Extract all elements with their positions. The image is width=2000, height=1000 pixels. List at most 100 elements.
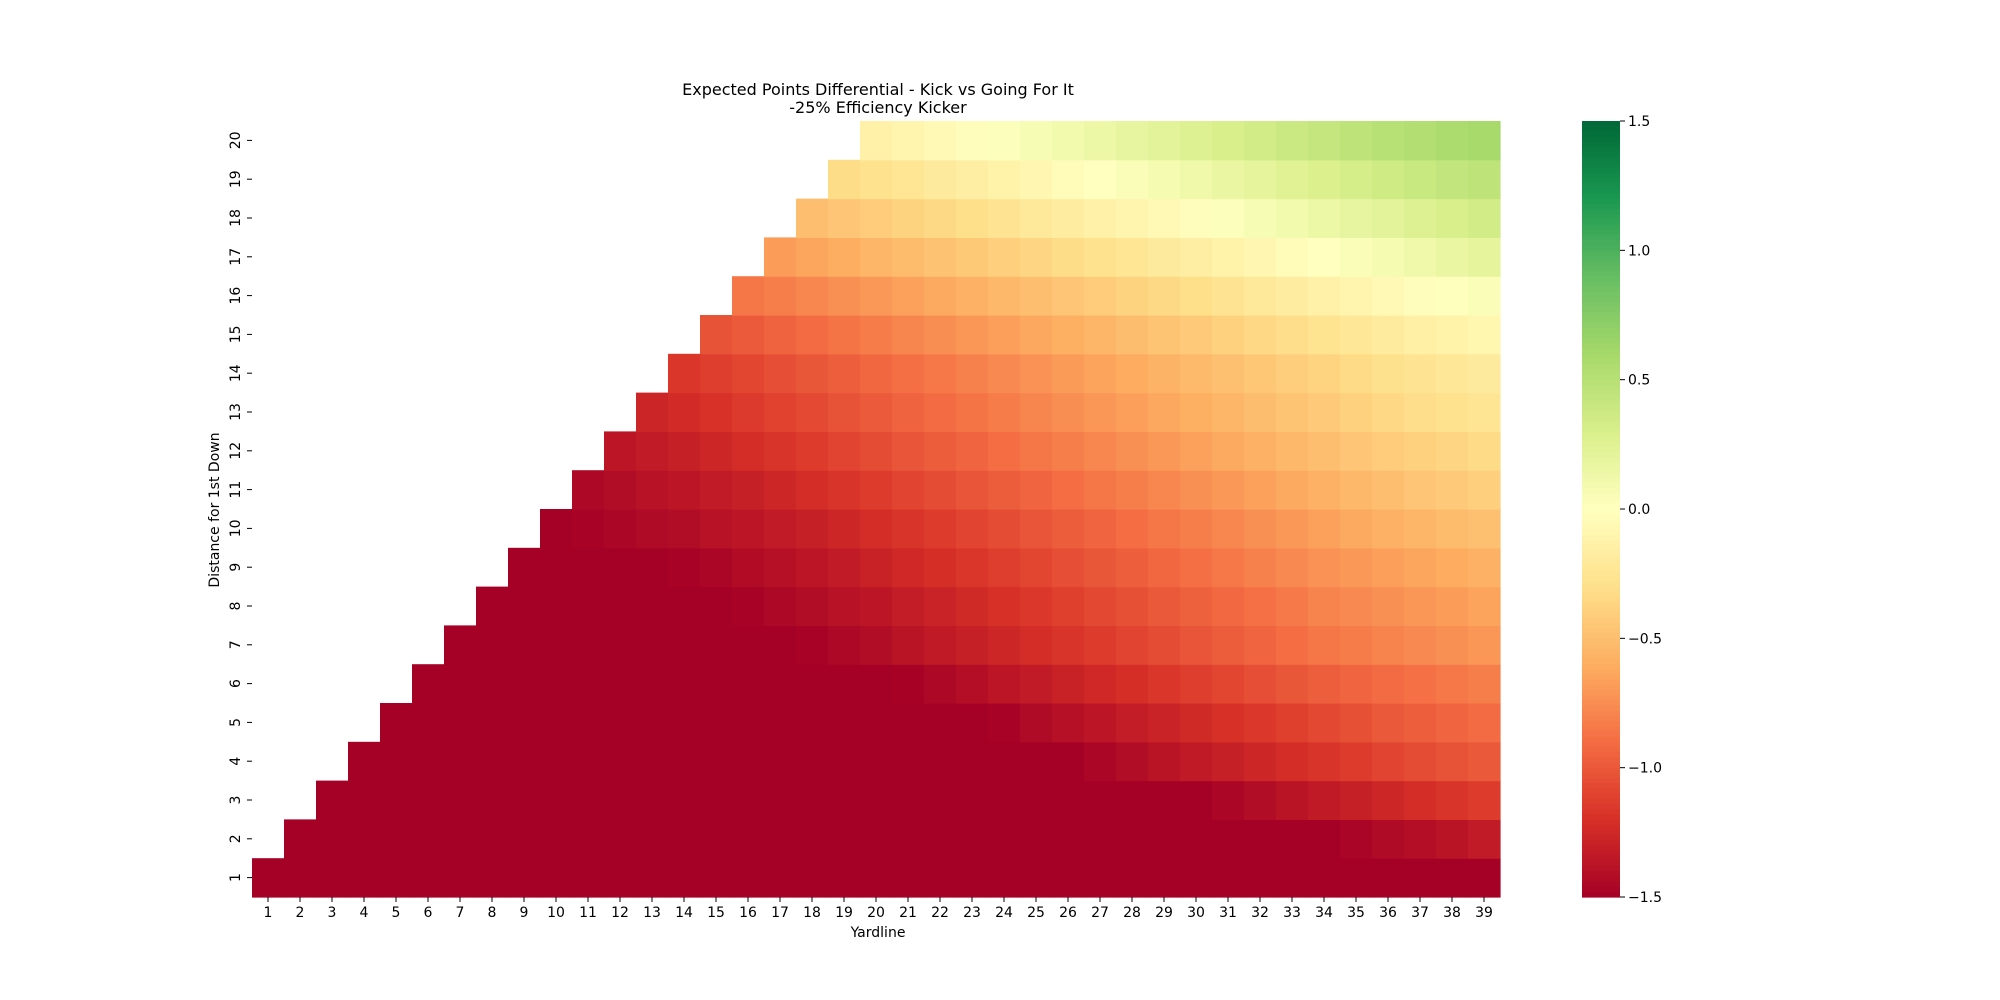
heatmap-cell [924,315,957,355]
y-tick-label: 1 [228,873,244,882]
heatmap-cell [1212,392,1245,432]
heatmap-cell [1020,703,1053,743]
heatmap-cell [1212,664,1245,704]
heatmap-cell [764,276,797,316]
heatmap-cell [572,741,605,782]
heatmap-cell [1020,470,1053,510]
heatmap-cell [668,547,701,588]
heatmap-cell [604,703,637,743]
heatmap-cell [828,858,861,898]
x-tick-label: 4 [360,905,369,921]
heatmap-cell [988,509,1021,549]
heatmap-cell [732,741,765,782]
heatmap-cell [412,664,445,704]
heatmap-cell [988,237,1021,277]
heatmap-cell [764,315,797,355]
heatmap-cell [476,819,509,859]
heatmap-cell [1404,625,1437,665]
heatmap-cell [1116,741,1149,782]
colorbar-segment [1582,152,1620,158]
heatmap-cell [1372,547,1405,588]
heatmap-cell [1404,470,1437,510]
colorbar-segment [1582,602,1620,608]
colorbar-segment [1582,509,1620,515]
heatmap-cell [572,625,605,665]
colorbar-segment [1582,762,1620,769]
heatmap-cell [1372,703,1405,743]
heatmap-cell [1148,121,1181,161]
heatmap-cell [636,586,669,626]
heatmap-cell [956,198,989,238]
heatmap-cell [476,664,509,704]
heatmap-cell [796,392,829,432]
heatmap-cell [1116,237,1149,277]
heatmap-cell [1468,470,1501,510]
heatmap-cell [1340,547,1373,588]
heatmap-cell [732,470,765,510]
colorbar-segment [1582,741,1620,748]
x-tick-label: 38 [1443,905,1461,921]
heatmap-cell [1276,431,1309,471]
colorbar-segment [1582,255,1620,262]
heatmap-cell [1148,237,1181,277]
heatmap-cell [604,431,637,471]
heatmap-cell [1436,121,1469,161]
heatmap-cell [1084,159,1117,200]
heatmap-cell [956,159,989,200]
colorbar-segment [1582,317,1620,324]
colorbar-segment [1582,653,1620,660]
heatmap-cell [668,703,701,743]
colorbar-segment [1582,431,1620,438]
heatmap-cell [956,547,989,588]
y-tick-label: 8 [228,602,244,611]
heatmap-cell [1212,741,1245,782]
heatmap-cell [956,664,989,704]
heatmap-cell [284,858,317,898]
heatmap-cell [988,858,1021,898]
heatmap-cell [1212,237,1245,277]
heatmap-cell [1180,858,1213,898]
heatmap-cell [412,858,445,898]
heatmap-cell [508,780,541,820]
heatmap-cell [1276,198,1309,238]
heatmap-cell [764,353,797,394]
heatmap-cell [764,547,797,588]
heatmap-cell [1116,353,1149,394]
colorbar-segment [1582,488,1620,495]
heatmap-cell [796,509,829,549]
heatmap-cell [956,237,989,277]
heatmap-cell [476,586,509,626]
colorbar-segment [1582,172,1620,179]
heatmap-cell [1180,315,1213,355]
colorbar-segment [1582,126,1620,132]
heatmap-cell [700,353,733,394]
heatmap-cell [1244,703,1277,743]
heatmap-cell [1116,819,1149,859]
heatmap-cell [604,586,637,626]
heatmap-cell [1404,431,1437,471]
heatmap-cell [700,741,733,782]
heatmap-cell [764,664,797,704]
heatmap-cell [1180,741,1213,782]
heatmap-cell [1148,392,1181,432]
heatmap-cell [1148,547,1181,588]
colorbar-tick-label: 0.5 [1628,373,1650,389]
heatmap-cell [1244,237,1277,277]
heatmap-cell [924,198,957,238]
heatmap-cell [764,819,797,859]
heatmap-cell [1276,237,1309,277]
heatmap-cell [1052,586,1085,626]
heatmap-cell [1020,780,1053,820]
heatmap-cell [1276,664,1309,704]
heatmap-cell [1436,315,1469,355]
heatmap-cell [1404,664,1437,704]
heatmap-cell [1116,276,1149,316]
heatmap-cell [924,858,957,898]
x-tick-label: 37 [1411,905,1429,921]
colorbar-segment [1582,845,1620,852]
colorbar-segment [1582,477,1620,484]
heatmap-cell [1276,586,1309,626]
heatmap-cell [348,819,381,859]
heatmap-cell [1436,741,1469,782]
heatmap-cell [1116,547,1149,588]
